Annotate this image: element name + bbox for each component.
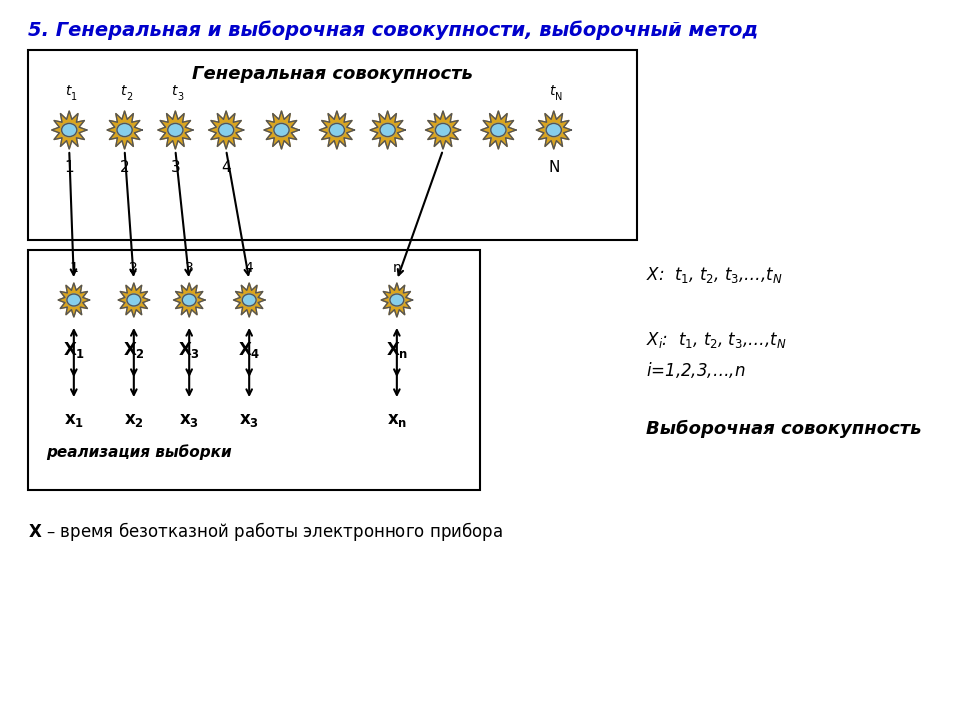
Polygon shape: [425, 111, 461, 149]
Ellipse shape: [380, 123, 396, 137]
Text: 3: 3: [171, 160, 180, 175]
Text: 2: 2: [130, 261, 138, 275]
Ellipse shape: [242, 294, 256, 306]
Text: $i$=1,2,3,…,$n$: $i$=1,2,3,…,$n$: [646, 360, 746, 380]
Text: 4: 4: [245, 261, 253, 275]
Polygon shape: [52, 111, 86, 149]
Polygon shape: [320, 111, 354, 149]
Polygon shape: [233, 283, 265, 317]
Ellipse shape: [329, 123, 345, 137]
Polygon shape: [371, 111, 405, 149]
Text: 2: 2: [126, 92, 132, 102]
Text: t: t: [64, 84, 70, 98]
Text: N: N: [555, 92, 562, 102]
Text: 3: 3: [185, 261, 194, 275]
Text: Генеральная совокупность: Генеральная совокупность: [192, 65, 472, 83]
Polygon shape: [381, 283, 413, 317]
Polygon shape: [108, 111, 142, 149]
Ellipse shape: [168, 123, 183, 137]
Polygon shape: [264, 111, 299, 149]
Ellipse shape: [182, 294, 196, 306]
Text: $\mathbf{X_n}$: $\mathbf{X_n}$: [386, 340, 408, 360]
Text: 1: 1: [71, 92, 77, 102]
Ellipse shape: [491, 123, 506, 137]
Ellipse shape: [219, 123, 233, 137]
Polygon shape: [208, 111, 244, 149]
Polygon shape: [481, 111, 516, 149]
Text: $\mathbf{X_3}$: $\mathbf{X_3}$: [179, 340, 201, 360]
Text: 1: 1: [69, 261, 79, 275]
Text: $\mathbf{X_2}$: $\mathbf{X_2}$: [123, 340, 145, 360]
Polygon shape: [174, 283, 204, 317]
Text: $\mathbf{x_3}$: $\mathbf{x_3}$: [180, 411, 200, 429]
Text: t: t: [171, 84, 177, 98]
Text: $\mathbf{X_1}$: $\mathbf{X_1}$: [62, 340, 84, 360]
Text: N: N: [548, 160, 560, 175]
Ellipse shape: [390, 294, 404, 306]
Ellipse shape: [546, 123, 562, 137]
Ellipse shape: [127, 294, 141, 306]
Ellipse shape: [436, 123, 450, 137]
Text: t: t: [549, 84, 555, 98]
Polygon shape: [157, 111, 193, 149]
Text: $\mathbf{x_1}$: $\mathbf{x_1}$: [63, 411, 84, 429]
FancyBboxPatch shape: [28, 50, 636, 240]
Ellipse shape: [67, 294, 81, 306]
Text: $\mathbf{X}$ – время безотказной работы электронного прибора: $\mathbf{X}$ – время безотказной работы …: [28, 520, 503, 543]
Text: 2: 2: [120, 160, 130, 175]
Text: $\mathbf{x_2}$: $\mathbf{x_2}$: [124, 411, 144, 429]
FancyBboxPatch shape: [28, 250, 480, 490]
Text: $\mathbf{X_4}$: $\mathbf{X_4}$: [238, 340, 260, 360]
Ellipse shape: [61, 123, 77, 137]
Text: Выборочная совокупность: Выборочная совокупность: [646, 420, 922, 438]
Text: $\mathbf{x_n}$: $\mathbf{x_n}$: [387, 411, 407, 429]
Text: $X$:  $t_1$, $t_2$, $t_3$,…,$t_N$: $X$: $t_1$, $t_2$, $t_3$,…,$t_N$: [646, 265, 782, 285]
Text: 4: 4: [222, 160, 231, 175]
Text: $\mathbf{x_3}$: $\mathbf{x_3}$: [239, 411, 259, 429]
Text: 1: 1: [64, 160, 74, 175]
Ellipse shape: [274, 123, 289, 137]
Polygon shape: [118, 283, 150, 317]
Text: n: n: [393, 261, 401, 275]
Text: 3: 3: [177, 92, 183, 102]
Text: реализация выборки: реализация выборки: [46, 444, 231, 460]
Text: 5. Генеральная и выборочная совокупности, выборочный метод: 5. Генеральная и выборочная совокупности…: [28, 20, 757, 40]
Text: t: t: [120, 84, 126, 98]
Polygon shape: [59, 283, 89, 317]
Text: $X_i$:  $t_1$, $t_2$, $t_3$,…,$t_N$: $X_i$: $t_1$, $t_2$, $t_3$,…,$t_N$: [646, 330, 786, 350]
Polygon shape: [537, 111, 571, 149]
Ellipse shape: [117, 123, 132, 137]
